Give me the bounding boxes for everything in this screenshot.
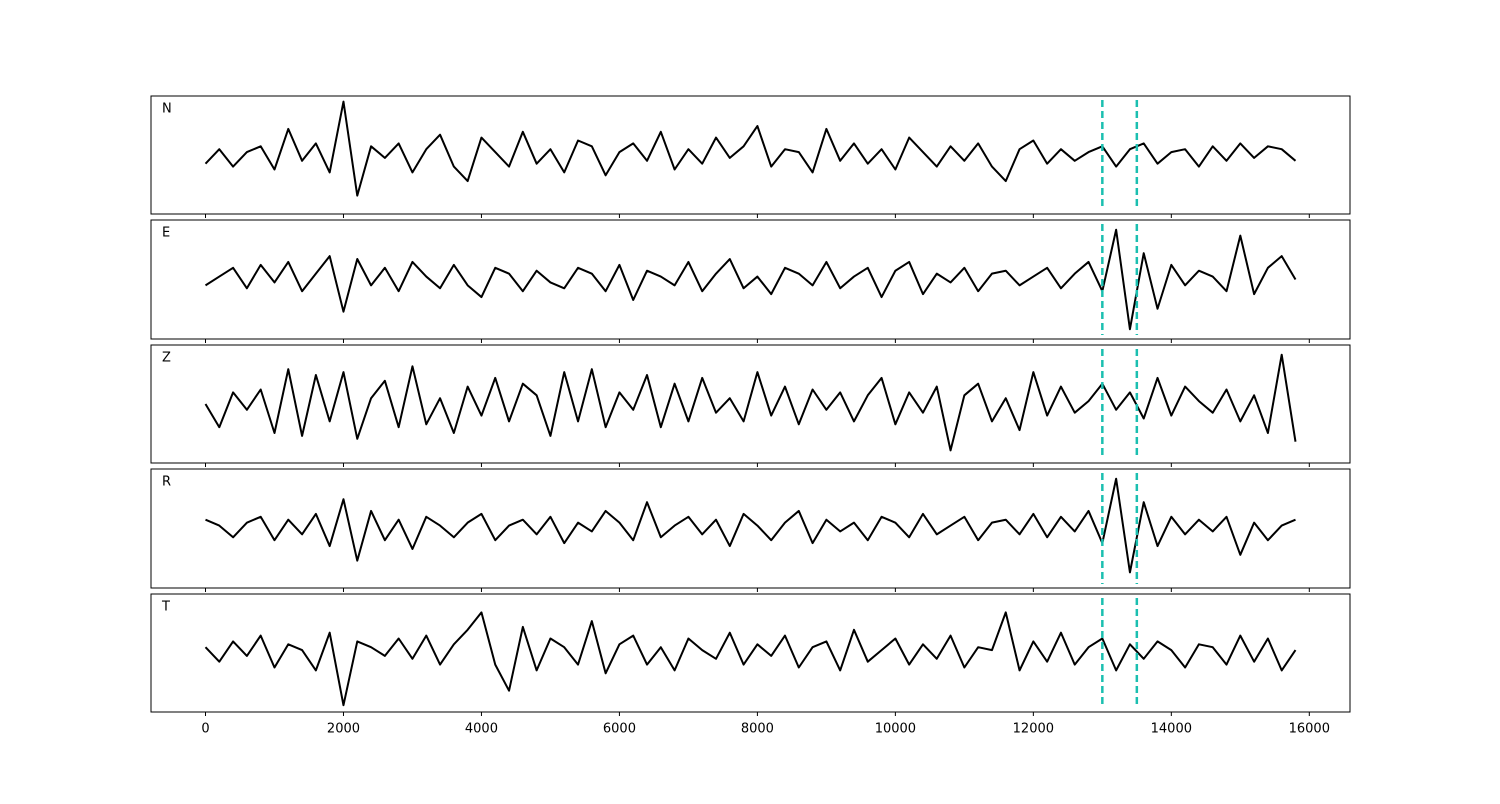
- panel-frame: [150, 468, 1351, 589]
- trace: [204, 611, 1297, 707]
- panel-frame: [150, 344, 1351, 464]
- trace-label: E: [162, 226, 170, 241]
- trace: [204, 100, 1297, 197]
- x-tick-label: 10000: [875, 722, 916, 737]
- trace-label: T: [161, 600, 170, 615]
- trace-label: Z: [162, 351, 171, 366]
- x-tick-label: 0: [201, 722, 209, 737]
- trace: [204, 228, 1297, 331]
- x-tick-label: 2000: [327, 722, 360, 737]
- panel-frame: [150, 95, 1351, 215]
- x-tick-label: 14000: [1151, 722, 1192, 737]
- trace: [205, 477, 1296, 574]
- panel-frame: [150, 219, 1351, 340]
- x-tick-label: 8000: [741, 722, 774, 737]
- trace: [204, 353, 1297, 452]
- x-tick-label: 16000: [1289, 722, 1330, 737]
- x-tick-label: 12000: [1013, 722, 1054, 737]
- trace-label: N: [162, 102, 172, 117]
- x-tick-label: 4000: [465, 722, 498, 737]
- trace-label: R: [162, 475, 171, 490]
- x-tick-label: 6000: [603, 722, 636, 737]
